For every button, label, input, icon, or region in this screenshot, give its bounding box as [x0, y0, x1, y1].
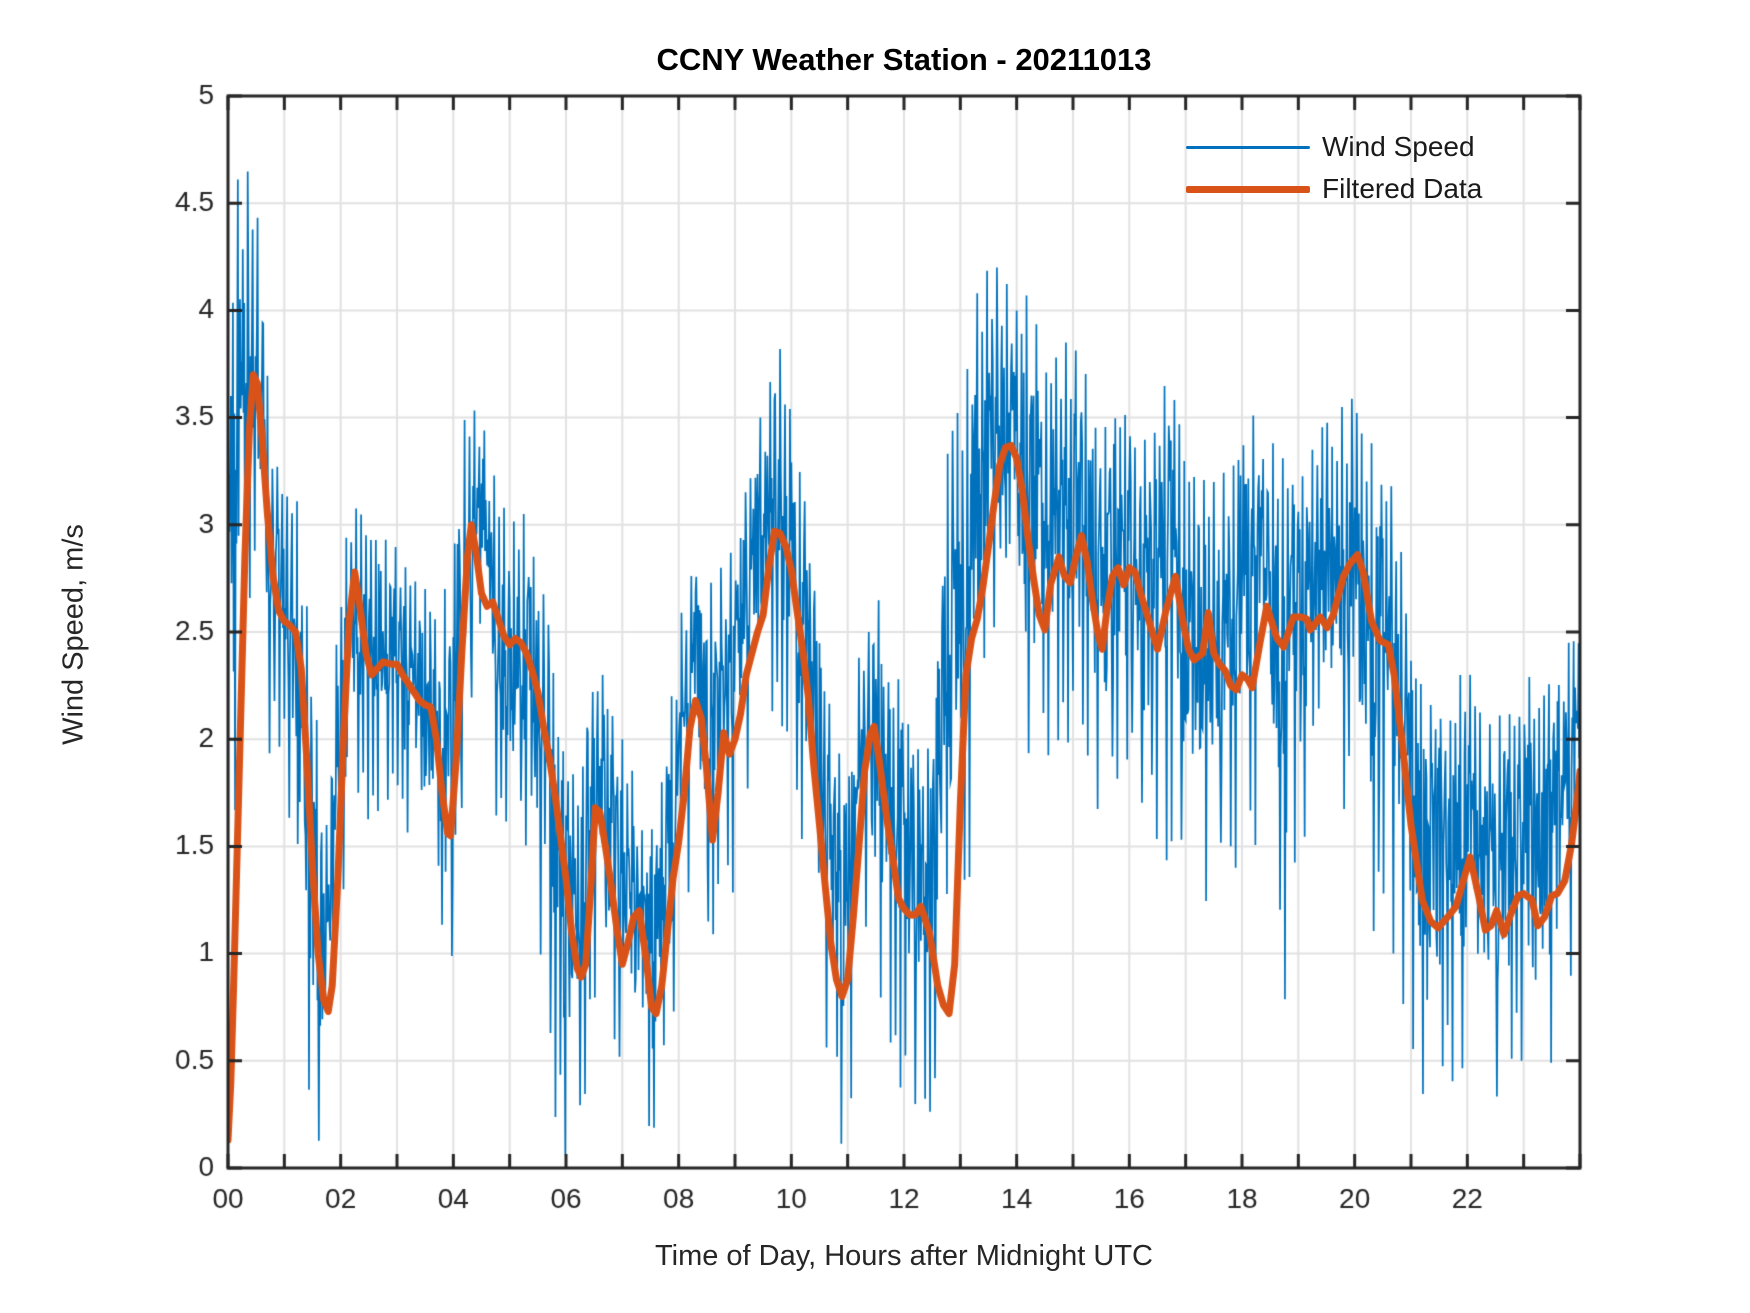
legend-label-wind-speed: Wind Speed [1322, 131, 1475, 162]
legend: Wind Speed Filtered Data [1186, 126, 1482, 210]
chart-title: CCNY Weather Station - 20211013 [656, 42, 1152, 77]
wind-speed-line-sample [1186, 145, 1310, 149]
legend-entry-wind-speed: Wind Speed [1186, 126, 1482, 168]
legend-label-filtered-data: Filtered Data [1322, 173, 1483, 204]
legend-entry-filtered-data: Filtered Data [1186, 168, 1482, 210]
filtered-data-line-sample [1186, 185, 1310, 193]
y-axis-label: Wind Speed, m/s [57, 524, 90, 745]
x-axis-label: Time of Day, Hours after Midnight UTC [655, 1240, 1153, 1272]
